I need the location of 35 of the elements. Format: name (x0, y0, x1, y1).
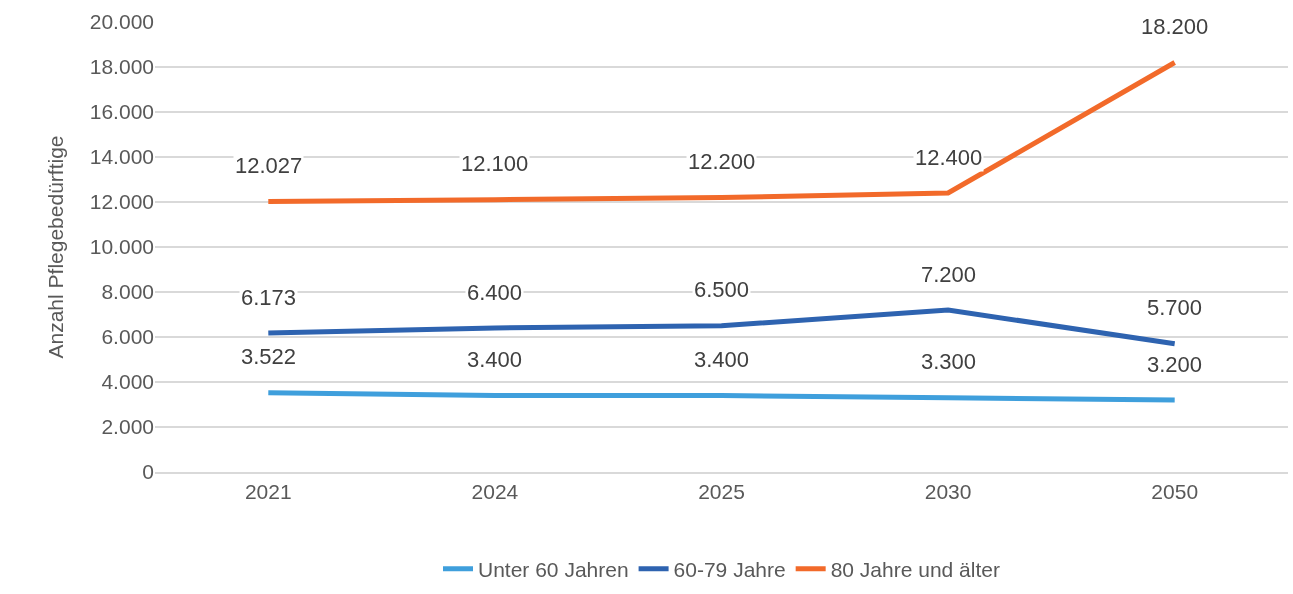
data-label: 6.173 (241, 285, 297, 310)
y-tick-label: 0 (142, 460, 154, 484)
data-label: 3.200 (1147, 352, 1203, 377)
legend-label: 80 Jahre und älter (830, 557, 1000, 581)
y-tick-label: 10.000 (89, 235, 154, 259)
y-axis-title: Anzahl Pflegebedürftige (43, 135, 67, 359)
data-label: 12.027 (235, 153, 303, 178)
y-tick-label: 4.000 (101, 370, 154, 394)
data-label: 6.500 (694, 277, 750, 302)
y-tick-label: 2.000 (101, 415, 154, 439)
data-label: 12.400 (915, 145, 983, 170)
x-tick-label: 2025 (698, 480, 745, 504)
y-tick-label: 6.000 (101, 325, 154, 349)
data-label: 3.400 (694, 347, 750, 372)
y-tick-label: 20.000 (89, 10, 154, 34)
data-label: 3.300 (921, 349, 977, 374)
x-tick-label: 2050 (1151, 480, 1199, 504)
y-tick-label: 12.000 (89, 190, 154, 214)
legend-label: 60-79 Jahre (673, 557, 786, 581)
y-tick-label: 8.000 (101, 280, 154, 304)
y-tick-label: 14.000 (89, 145, 154, 169)
x-tick-label: 2021 (244, 480, 292, 504)
data-label: 12.100 (461, 151, 529, 176)
data-label: 12.200 (688, 149, 756, 174)
x-tick-label: 2024 (471, 480, 519, 504)
y-tick-label: 18.000 (89, 55, 154, 79)
data-label: 7.200 (921, 262, 977, 287)
data-label: 3.522 (241, 344, 297, 369)
y-tick-label: 16.000 (89, 100, 154, 124)
data-label: 6.400 (467, 280, 523, 305)
x-tick-label: 2030 (924, 480, 972, 504)
data-label: 3.400 (467, 347, 523, 372)
data-label: 18.200 (1141, 14, 1209, 39)
data-label: 5.700 (1147, 295, 1203, 320)
legend-label: Unter 60 Jahren (478, 557, 629, 581)
